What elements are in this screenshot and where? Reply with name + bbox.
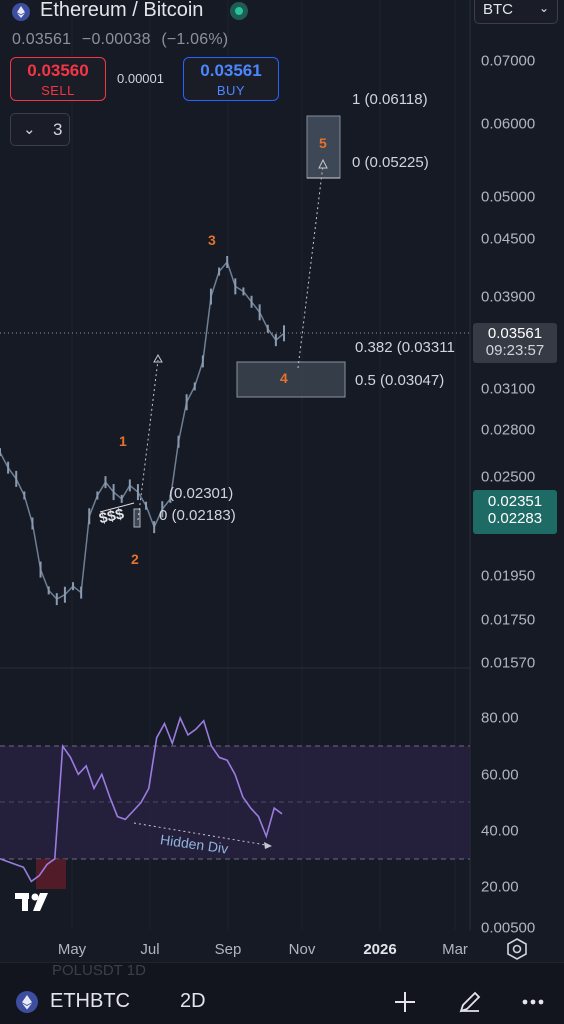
price-tick: 0.07000: [481, 52, 536, 70]
buy-price: 0.03561: [200, 61, 262, 80]
hidden-div-arrow: [264, 842, 272, 849]
fib-label-low-1: (0.02301): [169, 485, 234, 502]
chevron-down-icon: ⌄: [538, 1, 549, 15]
projection-arrow-5: [318, 158, 328, 169]
symbol-title[interactable]: Ethereum / Bitcoin: [40, 0, 204, 21]
price-tick: 0.03900: [481, 288, 536, 306]
hidden-div-line: [133, 822, 273, 847]
more-options-icon[interactable]: [518, 987, 548, 1017]
time-tick: 2026: [363, 941, 397, 958]
price-tick: 0.02500: [481, 468, 536, 486]
sell-label: SELL: [41, 83, 75, 98]
symbol-selector[interactable]: ETHBTC: [50, 990, 130, 1012]
buy-label: BUY: [216, 83, 246, 98]
rsi-series: [0, 715, 283, 883]
wave-label-4: 4: [280, 370, 288, 386]
indicator-count: 3: [53, 120, 63, 139]
last-price: 0.03561: [12, 31, 72, 48]
bar-countdown: 09:23:57: [485, 342, 545, 359]
ethereum-logo-icon: [16, 991, 38, 1013]
interval-selector[interactable]: 2D: [180, 990, 206, 1012]
fib-box-wave4: [236, 361, 346, 398]
time-tick: Mar: [442, 941, 468, 958]
sell-button[interactable]: 0.03560 SELL: [10, 57, 106, 101]
fib-label-low-0: 0 (0.02183): [159, 507, 236, 524]
fib-label-05: 0.5 (0.03047): [355, 372, 445, 389]
price-tick: 0.01570: [481, 654, 536, 672]
rsi-tick: 0.00500: [481, 919, 536, 937]
price-change: −0.00038: [81, 31, 151, 48]
price-tick: 0.03100: [481, 380, 536, 398]
liquidity-line: [99, 502, 135, 513]
price-tick: 0.05000: [481, 188, 536, 206]
time-tick: Sep: [214, 941, 242, 958]
tradingview-logo: [14, 890, 58, 914]
fib-label-target-1: 1 (0.06118): [352, 91, 428, 108]
rsi-tick: 20.00: [481, 878, 519, 896]
price-tick: 0.01750: [481, 611, 536, 629]
price-tick: 0.04500: [481, 230, 536, 248]
sell-price: 0.03560: [27, 61, 89, 80]
rsi-tick: 80.00: [481, 709, 519, 727]
time-tick: May: [57, 941, 87, 958]
market-open-icon: [230, 2, 248, 20]
current-price-value: 0.03561: [487, 325, 543, 342]
price-tick: 0.02800: [481, 421, 536, 439]
price-change-pct: (−1.06%): [161, 31, 229, 48]
rsi-tick: 40.00: [481, 822, 519, 840]
fib-label-0382: 0.382 (0.03311: [355, 339, 455, 356]
chart-settings-icon[interactable]: [504, 936, 530, 962]
projection-wave3: [137, 359, 159, 521]
currency-value: BTC: [483, 1, 513, 18]
time-tick: Nov: [288, 941, 316, 958]
fib-box-wave2: [133, 508, 141, 528]
range-tags: 0.02351 0.02283: [473, 490, 557, 534]
add-plus-icon[interactable]: [390, 987, 420, 1017]
indicators-toggle-button[interactable]: ⌄ 3: [10, 113, 70, 146]
projection-wave5: [297, 164, 324, 369]
rsi-tick: 60.00: [481, 766, 519, 784]
fib-label-target-0: 0 (0.05225): [352, 154, 429, 171]
projection-arrow-3: [153, 353, 163, 363]
range-tag-high: 0.02351: [487, 493, 543, 510]
drawing-pen-icon[interactable]: [455, 987, 485, 1017]
spread-value: 0.00001: [117, 71, 164, 86]
wave-label-5: 5: [319, 135, 327, 151]
wave-label-1: 1: [119, 433, 127, 449]
price-line: [0, 260, 285, 601]
time-tick: Jul: [140, 941, 160, 958]
price-tick: 0.06000: [481, 115, 536, 133]
rsi-line: [0, 715, 283, 883]
previous-symbol-ghost: POLUSDT 1D: [52, 962, 146, 979]
chevron-down-icon: ⌄: [23, 121, 36, 138]
buy-button[interactable]: 0.03561 BUY: [183, 57, 279, 101]
wave-label-3: 3: [208, 232, 216, 248]
price-tick: 0.01950: [481, 567, 536, 585]
bottom-toolbar: [0, 962, 564, 1024]
current-price-tag: 0.03561 09:23:57: [473, 323, 557, 363]
price-series: [0, 255, 285, 606]
price-summary: 0.03561 −0.00038 (−1.06%): [12, 31, 234, 49]
currency-select[interactable]: BTC ⌄: [474, 0, 558, 24]
range-tag-low: 0.02283: [487, 510, 543, 527]
wave-label-2: 2: [131, 551, 139, 567]
ethereum-logo-icon: [12, 3, 30, 21]
